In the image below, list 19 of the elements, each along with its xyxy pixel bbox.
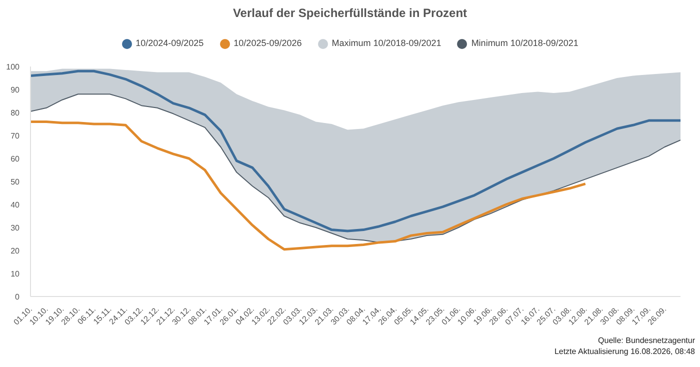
- y-tick-label: 30: [10, 224, 20, 232]
- legend-label: 10/2024-09/2025: [136, 38, 204, 48]
- y-tick-label: 10: [10, 270, 20, 278]
- y-tick-label: 40: [10, 200, 20, 210]
- text: Letzte Aktualisierung 16.08.2026, 08:48: [554, 347, 695, 356]
- y-tick-label: 0: [15, 292, 20, 302]
- legend-label: 10/2025-09/2026: [234, 38, 302, 48]
- legend-label: Maximum 10/2018-09/2021: [332, 38, 442, 48]
- y-tick-label: 70: [10, 132, 20, 140]
- source-note: Quelle: Bundesnetzagentur: [598, 336, 695, 345]
- legend-label: Minimum 10/2018-09/2021: [471, 38, 578, 48]
- y-tick-label: 80: [10, 108, 20, 118]
- y-tick-label: 50: [10, 178, 20, 186]
- y-tick-label: 20: [10, 246, 20, 256]
- y-tick-label: 100: [6, 62, 20, 72]
- chart-title: Verlauf der Speicherfüllstände in Prozent: [232, 5, 468, 22]
- y-tick-label: 90: [10, 86, 20, 94]
- y-tick-label: 60: [10, 154, 20, 164]
- line-series: [30, 120, 587, 251]
